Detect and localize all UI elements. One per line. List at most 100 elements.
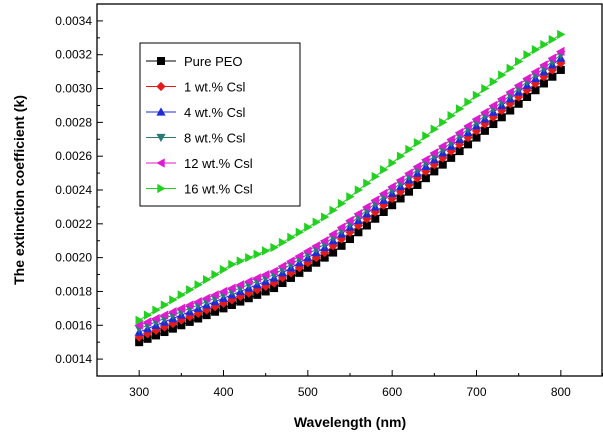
data-point	[354, 228, 363, 237]
x-tick-label: 300	[129, 385, 149, 399]
data-point	[311, 241, 320, 251]
data-point	[235, 291, 245, 302]
data-point	[193, 308, 203, 319]
data-point	[303, 246, 312, 256]
legend: Pure PEO 1 wt.% Csl 4 wt.% Csl 8 wt.% Csl 12…	[139, 42, 301, 207]
data-point	[168, 324, 177, 333]
data-point	[235, 280, 245, 290]
data-point	[143, 317, 152, 327]
data-point	[514, 56, 524, 67]
data-point	[185, 300, 194, 310]
data-point	[253, 249, 262, 259]
data-point	[295, 227, 304, 237]
data-point	[481, 83, 490, 94]
y-tick-label: 0.0034	[55, 14, 92, 28]
y-tick-label: 0.0016	[55, 318, 92, 332]
data-point	[380, 165, 389, 175]
data-point	[219, 264, 229, 275]
data-point	[353, 209, 363, 219]
data-point	[388, 201, 397, 210]
data-point	[447, 153, 456, 162]
data-point	[472, 90, 482, 100]
data-point	[152, 305, 161, 315]
data-point	[269, 266, 278, 276]
y-tick-label: 0.0020	[55, 251, 92, 265]
data-point	[169, 295, 178, 305]
legend-label: Pure PEO	[184, 54, 243, 69]
data-point	[321, 212, 330, 222]
data-point	[134, 332, 144, 342]
y-tick-label: 0.0030	[55, 82, 92, 96]
data-point	[439, 117, 448, 127]
data-point	[455, 127, 464, 138]
data-point	[422, 131, 431, 141]
data-point	[193, 297, 202, 307]
data-point	[464, 97, 473, 107]
data-point	[471, 114, 481, 124]
data-point	[497, 113, 506, 122]
data-point	[379, 207, 388, 216]
data-point	[202, 275, 212, 285]
legend-marker	[157, 57, 165, 65]
data-point	[430, 124, 439, 134]
data-point	[218, 298, 229, 308]
data-point	[405, 187, 414, 196]
data-point	[186, 285, 195, 295]
data-point	[160, 300, 170, 310]
data-point	[514, 99, 523, 108]
data-point	[228, 259, 237, 269]
data-point	[287, 232, 296, 242]
data-point	[387, 182, 396, 192]
series-1	[135, 65, 565, 347]
data-point	[329, 248, 338, 257]
y-axis: 0.0014 0.0016 0.0018 0.0020 0.0022 0.0024 0.00…	[55, 14, 103, 366]
data-point	[396, 187, 406, 197]
legend-marker	[156, 133, 166, 143]
legend-marker	[156, 158, 165, 168]
data-point	[404, 168, 413, 178]
data-point	[505, 87, 514, 97]
legend-item: 12 wt.% Csl	[146, 156, 253, 171]
data-point	[227, 295, 237, 305]
data-point	[294, 251, 304, 261]
data-point	[396, 175, 405, 185]
data-point	[488, 112, 498, 122]
data-point	[539, 72, 549, 82]
data-point	[218, 286, 228, 297]
data-point	[421, 174, 430, 183]
data-point	[345, 215, 354, 226]
data-point	[176, 315, 186, 325]
data-point	[219, 304, 228, 313]
data-point	[489, 77, 498, 87]
data-point	[421, 154, 430, 165]
data-point	[143, 334, 152, 343]
data-point	[236, 297, 245, 306]
legend-label: 1 wt.% Csl	[184, 80, 246, 95]
data-point	[455, 147, 464, 156]
data-point	[556, 46, 565, 56]
data-point	[320, 253, 329, 262]
legend-marker	[157, 183, 166, 194]
data-point	[446, 134, 455, 144]
data-point	[286, 256, 295, 266]
data-point	[506, 63, 515, 73]
data-point	[185, 317, 194, 326]
data-point	[303, 263, 312, 272]
y-axis-title: The extinction coefficient (k)	[11, 95, 27, 285]
data-point	[252, 273, 261, 283]
data-point	[227, 300, 236, 309]
data-point	[151, 313, 160, 324]
data-point	[346, 235, 354, 244]
legend-label: 4 wt.% Csl	[184, 105, 246, 120]
data-point	[556, 58, 566, 68]
data-point	[304, 222, 313, 232]
data-point	[244, 276, 253, 286]
data-point	[135, 338, 144, 347]
data-point	[455, 139, 465, 149]
data-point	[295, 268, 304, 277]
series-5	[134, 46, 565, 330]
legend-item: 1 wt.% Csl	[146, 80, 246, 95]
data-point	[320, 236, 329, 246]
data-point	[211, 269, 220, 280]
